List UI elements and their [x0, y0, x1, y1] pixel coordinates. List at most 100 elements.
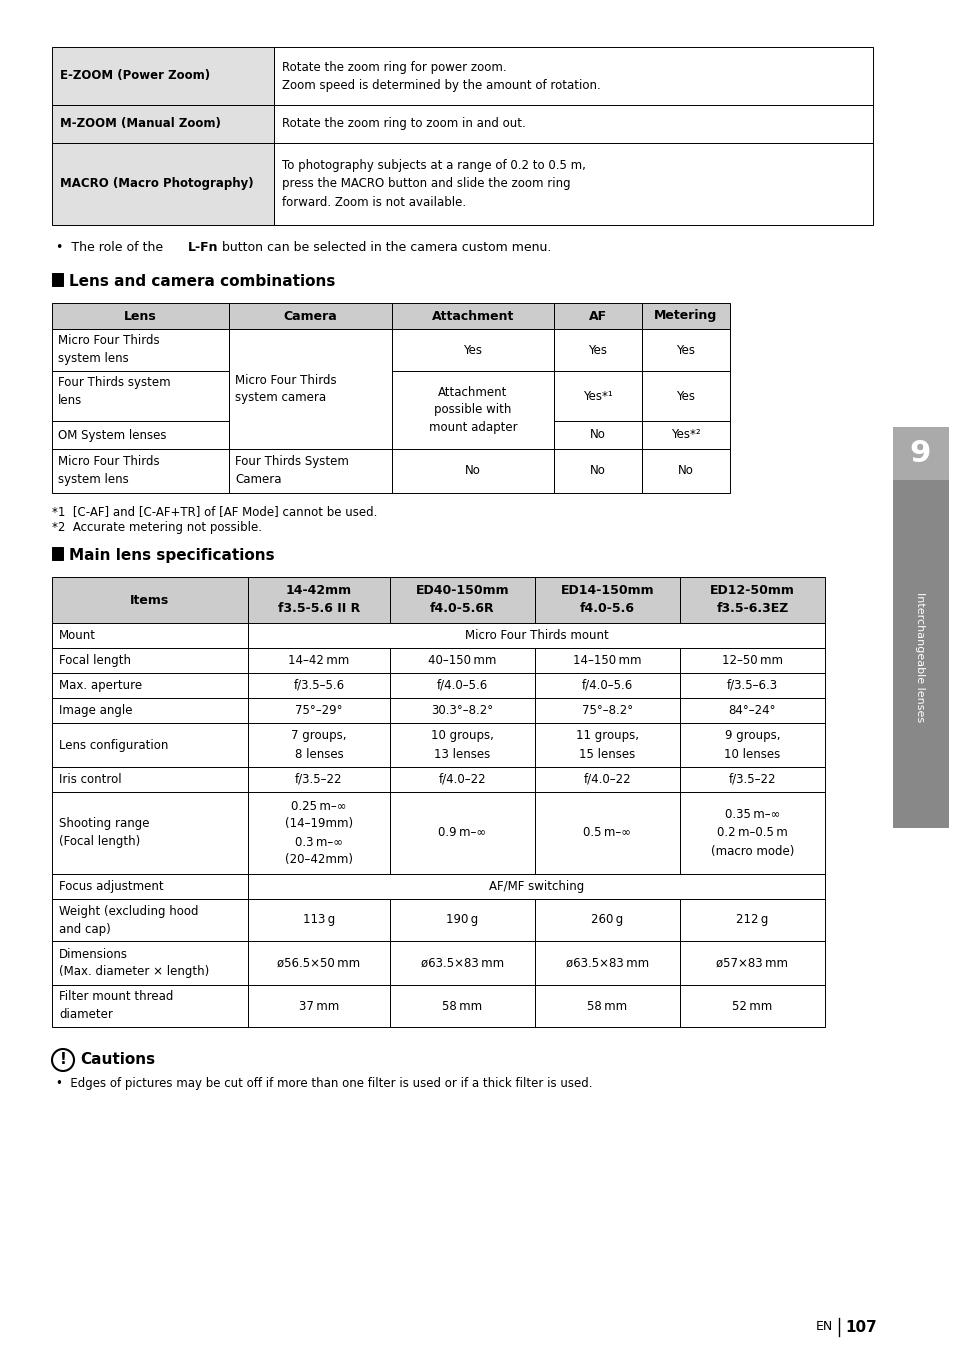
Text: Yes: Yes [463, 343, 482, 357]
Text: AF/MF switching: AF/MF switching [488, 879, 583, 893]
Bar [390, 940, 535, 985]
Text: Four Thirds System
Camera: Four Thirds System Camera [234, 455, 349, 486]
Bar [52, 449, 229, 493]
Bar [52, 421, 229, 449]
Text: 14-42mm
f3.5-5.6 II R: 14-42mm f3.5-5.6 II R [277, 585, 359, 616]
Bar [229, 421, 392, 449]
Text: Yes: Yes [676, 343, 695, 357]
Text: Weight (excluding hood
and cap): Weight (excluding hood and cap) [59, 905, 198, 935]
Bar [554, 303, 641, 328]
Bar [248, 673, 390, 697]
Text: Main lens specifications: Main lens specifications [69, 548, 274, 563]
Bar [248, 697, 390, 723]
Text: Focus adjustment: Focus adjustment [59, 879, 164, 893]
Bar [679, 792, 824, 874]
Text: ED14-150mm
f4.0-5.6: ED14-150mm f4.0-5.6 [560, 585, 654, 616]
Bar [52, 673, 248, 697]
Bar [248, 898, 390, 940]
Text: Four Thirds system
lens: Four Thirds system lens [58, 376, 171, 407]
Text: 40–150 mm: 40–150 mm [428, 654, 497, 668]
Bar [52, 649, 248, 673]
Text: Mount: Mount [59, 630, 96, 642]
Bar [52, 767, 248, 792]
Text: 14–150 mm: 14–150 mm [573, 654, 641, 668]
Text: Yes*²: Yes*² [671, 429, 700, 441]
Bar [679, 874, 824, 898]
Text: •  The role of the: • The role of the [56, 242, 167, 254]
Text: 11 groups,
15 lenses: 11 groups, 15 lenses [576, 730, 639, 760]
Text: Attachment
possible with
mount adapter: Attachment possible with mount adapter [428, 385, 517, 434]
Text: Yes: Yes [676, 389, 695, 403]
Bar [554, 449, 641, 493]
Bar [641, 328, 729, 370]
Bar [52, 273, 63, 286]
Bar [390, 874, 535, 898]
Bar [390, 792, 535, 874]
Bar [274, 47, 872, 104]
Bar [390, 767, 535, 792]
Bar [679, 723, 824, 767]
Text: Micro Four Thirds mount: Micro Four Thirds mount [464, 630, 608, 642]
Bar [229, 328, 392, 370]
Bar [554, 328, 641, 370]
Bar [535, 792, 679, 874]
Bar [52, 577, 248, 623]
Text: f/3.5–6.3: f/3.5–6.3 [726, 678, 778, 692]
Bar [274, 104, 872, 142]
Bar [390, 697, 535, 723]
Text: Camera: Camera [283, 309, 337, 323]
Bar [248, 767, 390, 792]
Text: Items: Items [131, 593, 170, 607]
Bar [52, 940, 248, 985]
Bar [52, 47, 274, 104]
Text: To photography subjects at a range of 0.2 to 0.5 m,
press the MACRO button and s: To photography subjects at a range of 0.… [282, 160, 585, 209]
Text: f/3.5–22: f/3.5–22 [294, 773, 342, 786]
Bar [535, 723, 679, 767]
Text: ø56.5×50 mm: ø56.5×50 mm [277, 957, 360, 969]
Bar [52, 303, 229, 328]
Bar [52, 723, 248, 767]
Text: E-ZOOM (Power Zoom): E-ZOOM (Power Zoom) [60, 69, 210, 83]
Text: button can be selected in the camera custom menu.: button can be selected in the camera cus… [218, 242, 551, 254]
Bar [248, 874, 390, 898]
Bar [52, 874, 248, 898]
Text: Max. aperture: Max. aperture [59, 678, 142, 692]
Text: Image angle: Image angle [59, 704, 132, 716]
Text: No: No [590, 464, 605, 478]
Bar [229, 449, 392, 493]
Bar [229, 303, 392, 328]
Text: 30.3°–8.2°: 30.3°–8.2° [431, 704, 493, 716]
Bar [392, 303, 554, 328]
Text: ø63.5×83 mm: ø63.5×83 mm [420, 957, 503, 969]
Text: M-ZOOM (Manual Zoom): M-ZOOM (Manual Zoom) [60, 118, 221, 130]
Bar [248, 623, 390, 649]
Text: ø63.5×83 mm: ø63.5×83 mm [565, 957, 648, 969]
Text: 0.25 m–∞
(14–19mm)
0.3 m–∞
(20–42mm): 0.25 m–∞ (14–19mm) 0.3 m–∞ (20–42mm) [285, 799, 353, 867]
Text: Yes: Yes [588, 343, 607, 357]
Bar [679, 940, 824, 985]
Bar [679, 697, 824, 723]
Bar [535, 874, 679, 898]
Text: Yes*¹: Yes*¹ [582, 389, 612, 403]
Bar [390, 673, 535, 697]
Text: 75°–8.2°: 75°–8.2° [581, 704, 633, 716]
Text: 14–42 mm: 14–42 mm [288, 654, 349, 668]
Text: EN: EN [815, 1320, 832, 1334]
Bar [248, 985, 390, 1027]
Bar [679, 985, 824, 1027]
Text: 37 mm: 37 mm [298, 1000, 338, 1012]
Bar [641, 303, 729, 328]
Text: MACRO (Macro Photography): MACRO (Macro Photography) [60, 178, 253, 190]
Text: 212 g: 212 g [736, 913, 768, 927]
Bar [554, 421, 641, 449]
Text: Interchangeable lenses: Interchangeable lenses [914, 592, 924, 722]
Bar [248, 940, 390, 985]
Text: AF: AF [588, 309, 606, 323]
Bar [392, 449, 554, 493]
Bar [535, 898, 679, 940]
Bar [229, 328, 392, 449]
Bar [679, 898, 824, 940]
Text: f/3.5–5.6: f/3.5–5.6 [294, 678, 344, 692]
Text: Rotate the zoom ring for power zoom.
Zoom speed is determined by the amount of r: Rotate the zoom ring for power zoom. Zoo… [282, 61, 600, 91]
Text: 0.5 m–∞: 0.5 m–∞ [583, 826, 631, 840]
